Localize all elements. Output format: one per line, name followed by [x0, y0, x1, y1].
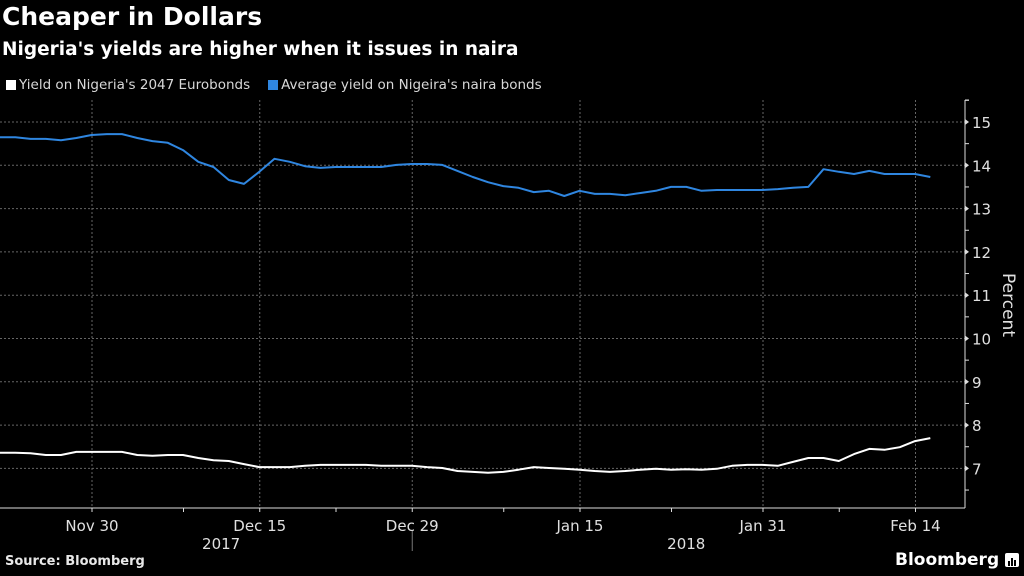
legend: Yield on Nigeria's 2047 Eurobonds Averag… [6, 77, 542, 93]
y-axis-title: Percent [998, 273, 1018, 337]
bloomberg-logo: Bloomberg [895, 550, 1020, 570]
axes [0, 99, 969, 551]
y-tick-marker [965, 378, 969, 385]
series-line-naira-bonds [0, 133, 931, 197]
y-tick-label: 8 [972, 417, 982, 435]
y-tick-label: 13 [972, 201, 991, 219]
legend-item-eurobonds: Yield on Nigeria's 2047 Eurobonds [6, 77, 250, 93]
series-lines [0, 133, 931, 474]
source-note: Source: Bloomberg [5, 554, 145, 569]
chart-title: Cheaper in Dollars [2, 2, 263, 31]
y-tick-marker [965, 119, 969, 125]
y-tick-marker [965, 292, 969, 299]
y-tick-label: 15 [972, 114, 991, 132]
y-tick-label: 14 [972, 157, 991, 175]
x-tick-label: Dec 29 [386, 517, 439, 535]
y-tick-marker [965, 248, 969, 255]
chart-subtitle: Nigeria's yields are higher when it issu… [2, 39, 519, 60]
y-tick-marker [965, 205, 969, 212]
x-tick-label: Nov 30 [65, 517, 118, 535]
legend-swatch-eurobonds [6, 80, 16, 90]
x-year-label: 2017 [202, 535, 240, 553]
x-year-label: 2018 [667, 535, 705, 553]
x-tick-label: Feb 14 [890, 517, 940, 535]
series-line-eurobonds [0, 437, 931, 474]
y-tick-marker [965, 465, 969, 472]
y-tick-label: 9 [972, 374, 982, 392]
y-tick-marker [965, 335, 969, 342]
x-tick-label: Dec 15 [233, 517, 286, 535]
legend-swatch-naira-bonds [268, 80, 279, 90]
legend-label-eurobonds: Yield on Nigeria's 2047 Eurobonds [19, 77, 251, 93]
legend-label-naira-bonds: Average yield on Nigeira's naira bonds [281, 77, 542, 93]
legend-item-naira-bonds: Average yield on Nigeira's naira bonds [268, 77, 542, 93]
tick-labels: 7 8 9 10 11 12 13 14 15 Nov 30 Dec 15 Dec 29 Jan 15 J… [65, 114, 1018, 553]
y-tick-label: 10 [972, 331, 991, 349]
y-tick-marker [965, 422, 969, 429]
y-tick-marker [965, 162, 969, 169]
y-tick-label: 12 [972, 244, 991, 262]
gridlines [0, 100, 965, 508]
x-tick-label: Jan 15 [556, 517, 604, 535]
brand-name: Bloomberg [895, 550, 1000, 570]
bloomberg-chart-icon [1005, 553, 1020, 567]
x-tick-label: Jan 31 [739, 517, 787, 535]
y-tick-label: 7 [972, 460, 982, 478]
y-tick-label: 11 [972, 287, 991, 305]
